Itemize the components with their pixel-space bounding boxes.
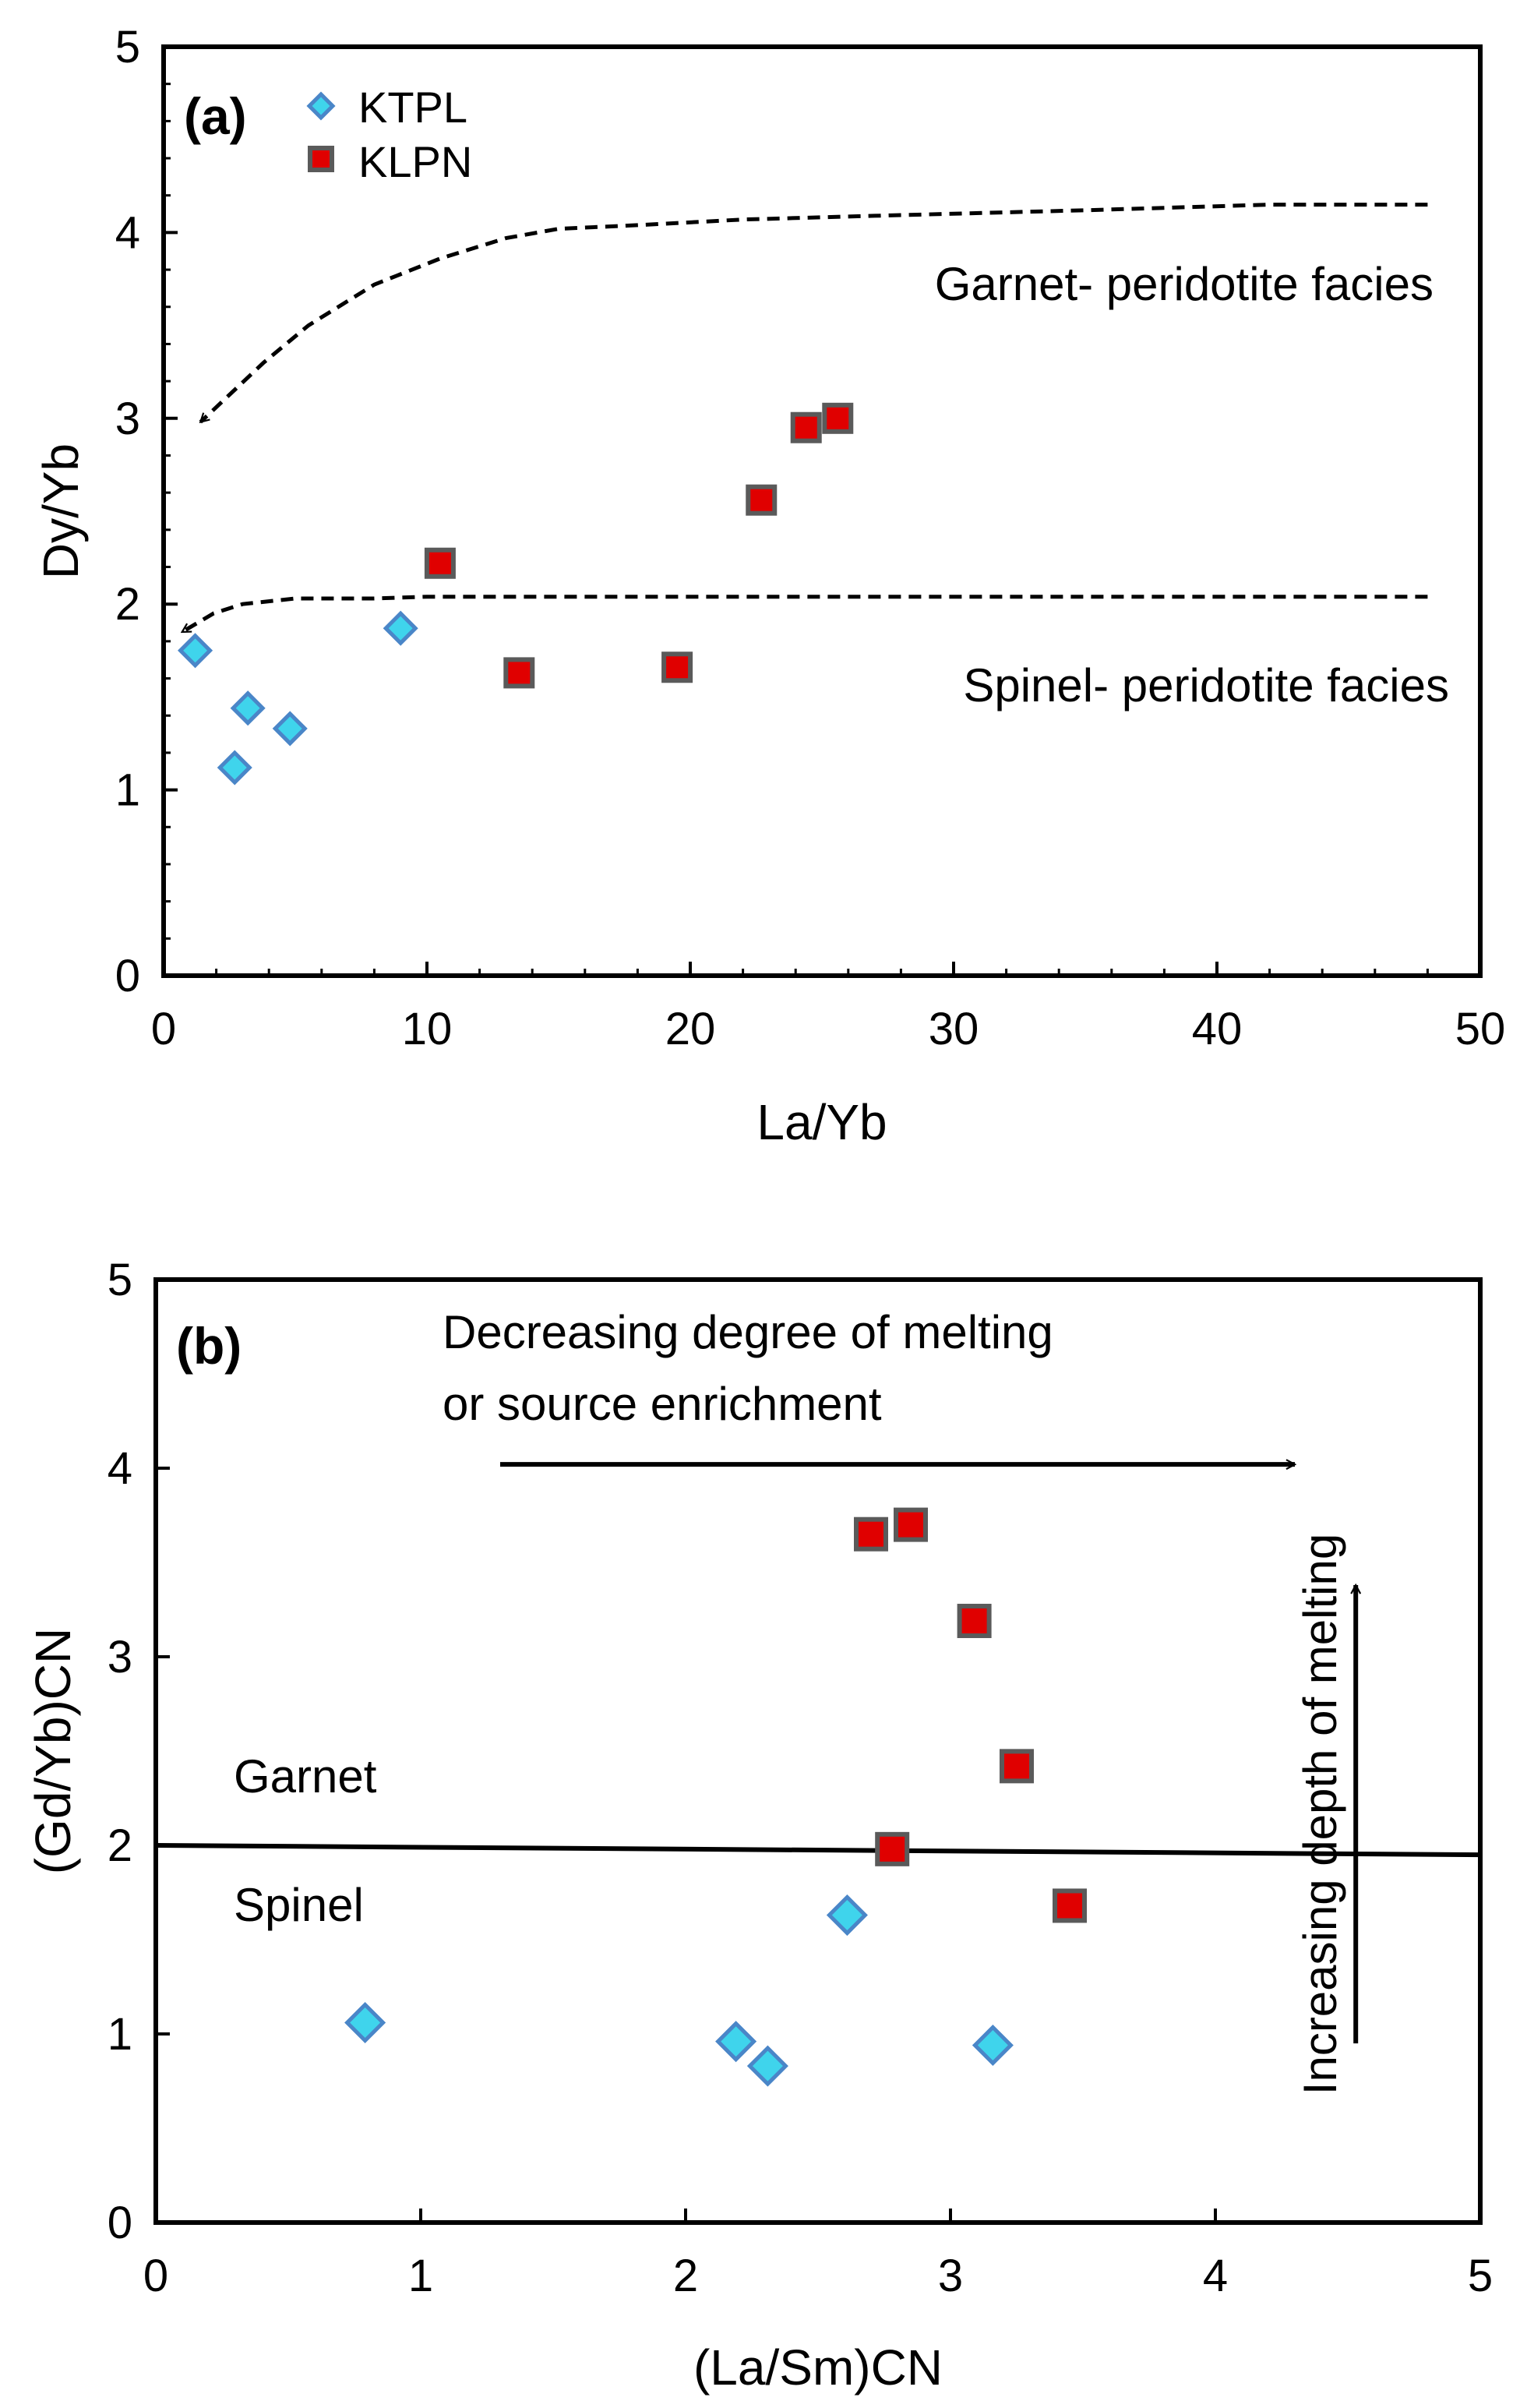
x-tick-label: 0 [143,2251,168,2301]
klpn-point [854,1516,888,1552]
ktpl-point [178,633,213,669]
panel-a-label: (a) [184,87,247,145]
ktpl-point [272,711,308,747]
klpn-point [957,1604,992,1639]
panel-b-plot-frame [153,1277,1483,2225]
klpn-point [746,484,778,516]
panel-b-data-points [344,1507,1087,2087]
panel-b-y-tick-labels: 0 1 2 3 4 5 [108,1255,132,2248]
klpn-point [790,411,822,443]
klpn-point [875,1831,910,1866]
klpn-point [894,1507,928,1542]
klpn-point [503,657,535,689]
panel-a-x-tick-labels: 0 10 20 30 40 50 [151,1004,1505,1054]
y-tick-label: 4 [115,207,140,258]
panel-b-x-tick-labels: 0 1 2 3 4 5 [143,2251,1493,2301]
panel-a-y-tick-labels: 0 1 2 3 4 5 [115,22,140,1001]
klpn-legend-marker [308,146,334,172]
x-tick-label: 20 [665,1004,716,1054]
y-tick-label: 2 [108,1820,132,1871]
y-tick-label: 1 [108,2009,132,2060]
x-tick-label: 3 [938,2251,963,2301]
y-tick-label: 5 [115,22,140,72]
panel-b-axis-ticks [154,1278,1482,2224]
y-tick-label: 1 [115,765,140,816]
panel-a-plot-frame [161,44,1483,978]
panel-a-data-points [178,402,854,786]
x-tick-label: 0 [151,1004,176,1054]
panel-b-x-axis-title: (La/Sm)CN [693,2339,943,2396]
y-tick-label: 0 [115,951,140,1001]
panel-a-reference-curves [182,203,1428,634]
panel-b-chart: (b) Decreasing degree of melting or sour… [25,1255,1493,2396]
ktpl-point [217,750,252,786]
garnet-peridotite-curve [199,203,1428,424]
panel-b-lines [155,1464,1481,2044]
panel-a-x-axis-title: La/Yb [756,1094,887,1150]
klpn-point [661,651,693,683]
klpn-point [822,402,854,434]
panel-a-axis-ticks [162,45,1482,977]
panel-a-y-axis-title: Dy/Yb [33,443,89,579]
legend-klpn-label: KLPN [358,137,472,186]
x-tick-label: 40 [1192,1004,1243,1054]
x-tick-label: 5 [1468,2251,1493,2301]
garnet-peridotite-label: Garnet- peridotite facies [935,258,1434,310]
garnet-region-label: Garnet [234,1750,377,1802]
x-tick-label: 2 [673,2251,698,2301]
panel-a-legend: KTPL KLPN [306,83,472,186]
ktpl-point [826,1894,868,1937]
garnet-spinel-boundary-line [155,1843,1481,1858]
legend-ktpl-marker [306,91,336,121]
x-tick-label: 50 [1455,1004,1506,1054]
spinel-region-label: Spinel [234,1879,364,1931]
y-tick-label: 0 [108,2198,132,2248]
spinel-peridotite-label: Spinel- peridotite facies [963,659,1449,711]
ktpl-point [383,610,418,646]
y-tick-label: 3 [115,394,140,444]
x-tick-label: 30 [929,1004,979,1054]
spinel-peridotite-curve [182,595,1428,634]
melting-degree-annotation-line1: Decreasing degree of melting [443,1306,1053,1358]
x-tick-label: 1 [408,2251,433,2301]
y-tick-label: 5 [108,1255,132,1305]
ktpl-point [230,690,266,726]
y-tick-label: 2 [115,579,140,630]
panel-b-label: (b) [176,1317,242,1375]
panel-b-y-axis-title: (Gd/Yb)CN [25,1628,81,1875]
klpn-point [424,547,456,579]
y-tick-label: 3 [108,1632,132,1682]
ktpl-point [972,2024,1014,2067]
legend-klpn-marker [308,146,334,172]
melting-depth-annotation: Increasing depth of melting [1294,1534,1346,2095]
ktpl-legend-marker [306,91,336,121]
x-tick-label: 10 [402,1004,453,1054]
legend-ktpl-label: KTPL [358,83,467,132]
x-tick-label: 4 [1203,2251,1228,2301]
ktpl-point [344,2001,386,2044]
ktpl-point [746,2045,788,2087]
ktpl-point [715,2021,757,2063]
klpn-point [1000,1749,1034,1784]
y-tick-label: 4 [108,1443,132,1494]
klpn-point [1053,1888,1087,1923]
melting-degree-annotation-line2: or source enrichment [443,1378,882,1430]
panel-a-chart: (a) KTPL KLPN Garnet- peridotite facies … [33,22,1505,1150]
